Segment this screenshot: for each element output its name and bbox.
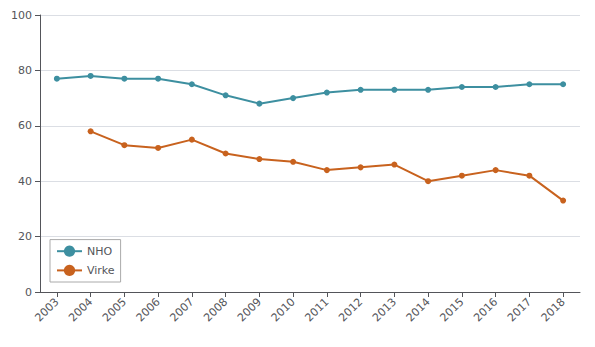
svg-text:2017: 2017: [505, 295, 534, 324]
svg-text:80: 80: [18, 64, 32, 77]
svg-text:2018: 2018: [539, 295, 568, 324]
svg-text:NHO: NHO: [87, 245, 113, 258]
svg-text:2014: 2014: [404, 295, 433, 324]
svg-text:100: 100: [11, 9, 32, 22]
svg-text:60: 60: [18, 119, 32, 132]
svg-text:2006: 2006: [134, 295, 163, 324]
svg-text:2003: 2003: [33, 295, 62, 324]
svg-text:2004: 2004: [66, 295, 95, 324]
svg-text:2012: 2012: [336, 295, 365, 324]
svg-text:2008: 2008: [201, 295, 230, 324]
svg-text:2011: 2011: [303, 295, 332, 324]
svg-text:20: 20: [18, 230, 32, 243]
svg-text:2007: 2007: [168, 295, 197, 324]
svg-text:2016: 2016: [471, 295, 500, 324]
svg-text:2010: 2010: [269, 295, 298, 324]
svg-text:2005: 2005: [100, 295, 129, 324]
svg-text:Virke: Virke: [87, 264, 115, 277]
svg-text:2015: 2015: [438, 295, 467, 324]
svg-text:2009: 2009: [235, 295, 264, 324]
svg-text:0: 0: [25, 286, 32, 299]
svg-text:2013: 2013: [370, 295, 399, 324]
svg-text:40: 40: [18, 175, 32, 188]
